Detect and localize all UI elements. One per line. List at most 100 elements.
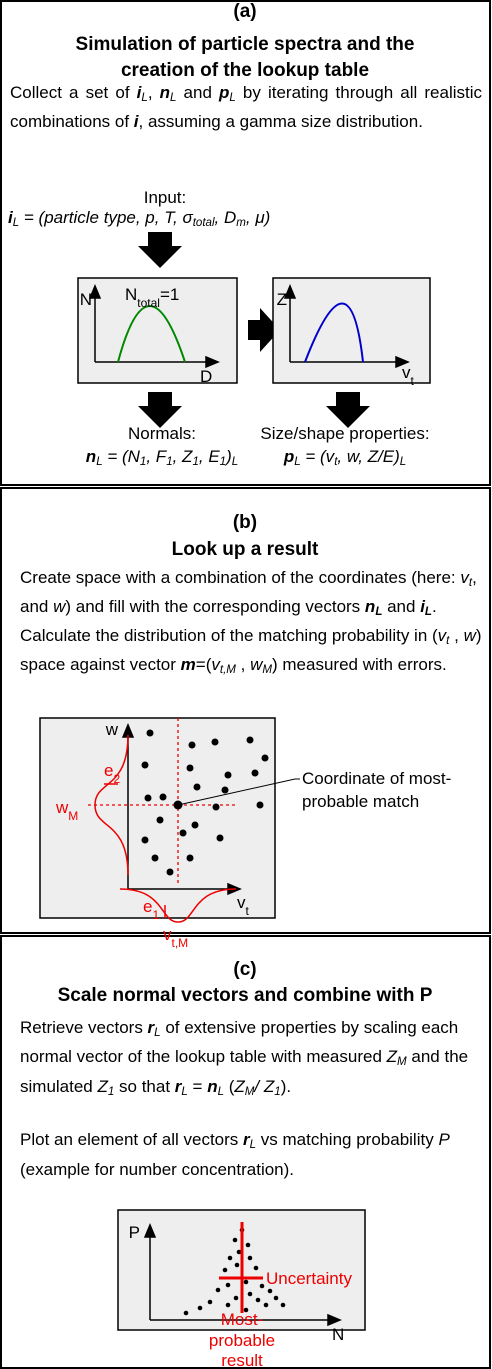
text-run: t (468, 576, 473, 589)
text-run: ( (224, 1076, 235, 1096)
text-run: = (N (102, 447, 140, 466)
text-run: i (133, 112, 139, 132)
text-run: n (85, 447, 97, 466)
text-run: N (125, 285, 137, 304)
annotation: Coordinate of most- (302, 769, 451, 788)
text-run: L (375, 605, 383, 618)
text-run: Z (386, 1047, 398, 1067)
text-run: v (460, 568, 469, 587)
y-axis-label: N (80, 290, 92, 309)
properties-vector: pL = (vt, w, Z/E)L (240, 445, 450, 474)
x-axis-label: N (332, 1325, 344, 1344)
text-run: , w, Z/E) (337, 447, 400, 466)
text-run: Collect a set of (10, 83, 137, 102)
text-run: n (159, 83, 171, 102)
error-label: e1 (143, 897, 159, 922)
text-run: ) (226, 447, 232, 466)
text-run: t (411, 374, 415, 388)
text-run: r (147, 1018, 155, 1037)
annotation: Ntotal=1 (125, 285, 179, 310)
text-run: p (219, 83, 230, 102)
panel-title: Scale normal vectors and combine with P (57, 985, 433, 1006)
text-run: so that (114, 1076, 175, 1096)
text-run: =1 (160, 285, 179, 304)
text-run: M (68, 809, 78, 823)
pointer-line (177, 778, 300, 806)
text-run: , E (198, 447, 220, 466)
text-run: vs matching probability (256, 1130, 439, 1150)
scatter-points (141, 729, 269, 876)
text-run: , Z (172, 447, 193, 466)
text-run: n (207, 1076, 218, 1096)
text-run: (example for number concentration). (20, 1159, 295, 1179)
text-run: L (231, 455, 239, 468)
panel-title: Look up a result (171, 539, 319, 560)
text-run: t,M (172, 936, 189, 950)
text-run: and (176, 83, 220, 102)
paragraph-text: Create space with a combination of the c… (20, 566, 486, 624)
plot-box (272, 277, 431, 384)
size-distribution-curve (117, 305, 186, 363)
text-run: ) space against vector (20, 625, 482, 674)
text-run: L (294, 455, 301, 468)
text-run: Calculate the distribution of the matchi… (20, 625, 438, 645)
text-run: L (424, 605, 432, 618)
text-run: / Z (254, 1076, 275, 1096)
text-run: of extensive properties by scaling each … (20, 1018, 459, 1067)
text-run: m (180, 654, 196, 674)
paragraph: Create space with a combination of the c… (20, 566, 486, 682)
paragraph-text: Retrieve vectors rL of extensive propert… (20, 1016, 490, 1104)
text-run: = (particle type, p, T, σ (19, 208, 193, 227)
text-run: , and (20, 568, 477, 616)
text-run: m (236, 216, 246, 229)
measured-label: wM (55, 798, 78, 823)
text-run: L (170, 91, 177, 104)
text-run: and (382, 596, 421, 616)
text-run: w (463, 625, 476, 645)
x-axis-label: D (200, 367, 212, 386)
text-run: t (334, 455, 338, 468)
text-run: L (96, 455, 103, 468)
text-run: , μ) (245, 208, 271, 227)
text-run: v (211, 654, 220, 674)
result-label: result (221, 1351, 263, 1369)
text-run: , F (146, 447, 167, 466)
text-run: r (243, 1130, 250, 1150)
text-run: M (262, 663, 272, 676)
y-axis-label: Z (277, 290, 287, 309)
text-run: w (250, 654, 263, 674)
text-run: = (187, 1076, 208, 1096)
description: Collect a set of iL, nL and pL by iterat… (10, 81, 482, 134)
text-run: 1 (152, 908, 159, 922)
text-run: t (246, 904, 250, 918)
text-run: ). (280, 1076, 292, 1096)
result-lines (219, 1222, 263, 1313)
axes (143, 1223, 342, 1327)
text-run: 1 (139, 455, 147, 468)
properties-label: Size/shape properties: (260, 424, 430, 443)
text-run: p (283, 447, 295, 466)
text-run: total (137, 296, 160, 310)
axes (88, 284, 410, 369)
text-run: M (397, 1056, 407, 1069)
panel-label: (b) (232, 512, 258, 533)
text-run: L (154, 1026, 161, 1039)
scatter-points (183, 1227, 286, 1316)
text-run: v (237, 893, 246, 912)
text-run: i (420, 596, 425, 616)
text-run: , (147, 83, 160, 102)
text-run: i (8, 208, 13, 227)
text-run: L (217, 1085, 225, 1098)
text-run: Z (234, 1076, 245, 1096)
annotation: probable match (302, 792, 419, 811)
panel-label: (a) (233, 1, 257, 22)
paragraph-text: Plot an element of all vectors rL vs mat… (20, 1128, 490, 1182)
paragraph-text: Calculate the distribution of the matchi… (20, 624, 486, 682)
text-run: w (55, 798, 69, 817)
result-label: Most- (221, 1310, 264, 1329)
error-label: e2 (104, 761, 120, 786)
text-run: v (437, 625, 447, 645)
x-axis-label: vt (402, 363, 415, 388)
text-run: v (163, 925, 172, 944)
